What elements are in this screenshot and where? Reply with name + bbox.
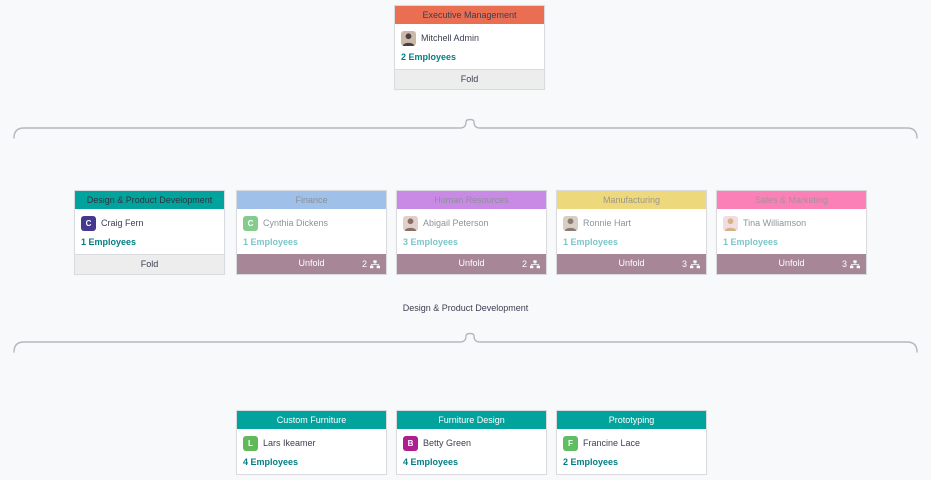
department-card-prototyping[interactable]: Prototyping F Francine Lace 2 Employees [556, 410, 707, 475]
manager-row: L Lars Ikeamer [243, 435, 380, 451]
card-body: B Betty Green 4 Employees [397, 429, 546, 474]
unfold-button[interactable]: Unfold 2 [397, 254, 546, 274]
person-icon [402, 32, 415, 46]
subdepartment-count: 2 [362, 254, 380, 274]
section-label-design-product-development: Design & Product Development [402, 303, 529, 313]
department-title: Human Resources [397, 191, 546, 209]
card-body: Abigail Peterson 3 Employees [397, 209, 546, 254]
subdepartment-count: 2 [522, 254, 540, 274]
manager-avatar [401, 30, 416, 46]
unfold-label: Unfold [458, 258, 485, 268]
employees-link[interactable]: 4 Employees [243, 457, 299, 467]
department-card-executive-management[interactable]: Executive Management Mitchell Admin 2 Em… [394, 5, 545, 90]
manager-row: Tina Williamson [723, 215, 860, 231]
card-body: C Cynthia Dickens 1 Employees [237, 209, 386, 254]
employees-link[interactable]: 1 Employees [81, 237, 137, 247]
manager-row: C Cynthia Dickens [243, 215, 380, 231]
department-title: Sales & Marketing [717, 191, 866, 209]
manager-row: Abigail Peterson [403, 215, 540, 231]
department-title: Furniture Design [397, 411, 546, 429]
manager-name: Tina Williamson [743, 218, 807, 228]
manager-name: Francine Lace [583, 438, 641, 448]
connector-brace-level-2 [13, 332, 918, 353]
department-title: Design & Product Development [75, 191, 224, 209]
manager-avatar: L [243, 435, 258, 451]
manager-avatar [563, 215, 578, 231]
card-body: C Craig Fern 1 Employees [75, 209, 224, 254]
department-title: Executive Management [395, 6, 544, 24]
subdepartment-count: 3 [682, 254, 700, 274]
manager-avatar [403, 215, 418, 231]
card-body: Tina Williamson 1 Employees [717, 209, 866, 254]
unfold-label: Unfold [778, 258, 805, 268]
sitemap-icon [530, 259, 540, 268]
person-icon [564, 217, 577, 231]
manager-name: Lars Ikeamer [263, 438, 316, 448]
department-card-design-product-development[interactable]: Design & Product Development C Craig Fer… [74, 190, 225, 275]
sitemap-icon [690, 259, 700, 268]
department-title: Custom Furniture [237, 411, 386, 429]
manager-row: F Francine Lace [563, 435, 700, 451]
department-card-sales-marketing[interactable]: Sales & Marketing Tina Williamson 1 Empl… [716, 190, 867, 275]
person-icon [724, 217, 737, 231]
fold-button[interactable]: Fold [395, 69, 544, 89]
manager-name: Mitchell Admin [421, 33, 480, 43]
department-card-furniture-design[interactable]: Furniture Design B Betty Green 4 Employe… [396, 410, 547, 475]
employees-link[interactable]: 4 Employees [403, 457, 459, 467]
manager-avatar [723, 215, 738, 231]
card-body: Mitchell Admin 2 Employees [395, 24, 544, 69]
manager-name: Abigail Peterson [423, 218, 489, 228]
manager-avatar: C [81, 215, 96, 231]
employees-link[interactable]: 3 Employees [403, 237, 459, 247]
manager-name: Ronnie Hart [583, 218, 632, 228]
department-card-finance[interactable]: Finance C Cynthia Dickens 1 Employees Un… [236, 190, 387, 275]
fold-button[interactable]: Fold [75, 254, 224, 274]
department-title: Prototyping [557, 411, 706, 429]
subdepartment-count: 3 [842, 254, 860, 274]
department-card-human-resources[interactable]: Human Resources Abigail Peterson 3 Emplo… [396, 190, 547, 275]
employees-link[interactable]: 1 Employees [243, 237, 299, 247]
department-card-custom-furniture[interactable]: Custom Furniture L Lars Ikeamer 4 Employ… [236, 410, 387, 475]
employees-link[interactable]: 2 Employees [401, 52, 457, 62]
unfold-button[interactable]: Unfold 3 [557, 254, 706, 274]
unfold-button[interactable]: Unfold 2 [237, 254, 386, 274]
person-icon [404, 217, 417, 231]
connector-brace-level-1 [13, 118, 918, 139]
manager-name: Cynthia Dickens [263, 218, 329, 228]
employees-link[interactable]: 2 Employees [563, 457, 619, 467]
manager-avatar: C [243, 215, 258, 231]
sitemap-icon [370, 259, 380, 268]
unfold-button[interactable]: Unfold 3 [717, 254, 866, 274]
card-body: F Francine Lace 2 Employees [557, 429, 706, 474]
manager-avatar: F [563, 435, 578, 451]
unfold-label: Unfold [298, 258, 325, 268]
employees-link[interactable]: 1 Employees [563, 237, 619, 247]
unfold-label: Unfold [618, 258, 645, 268]
card-body: Ronnie Hart 1 Employees [557, 209, 706, 254]
manager-name: Craig Fern [101, 218, 144, 228]
department-title: Finance [237, 191, 386, 209]
manager-name: Betty Green [423, 438, 472, 448]
card-body: L Lars Ikeamer 4 Employees [237, 429, 386, 474]
manager-row: Ronnie Hart [563, 215, 700, 231]
department-card-manufacturing[interactable]: Manufacturing Ronnie Hart 1 Employees Un… [556, 190, 707, 275]
manager-row: B Betty Green [403, 435, 540, 451]
employees-link[interactable]: 1 Employees [723, 237, 779, 247]
manager-avatar: B [403, 435, 418, 451]
sitemap-icon [850, 259, 860, 268]
manager-row: Mitchell Admin [401, 30, 538, 46]
manager-row: C Craig Fern [81, 215, 218, 231]
department-title: Manufacturing [557, 191, 706, 209]
